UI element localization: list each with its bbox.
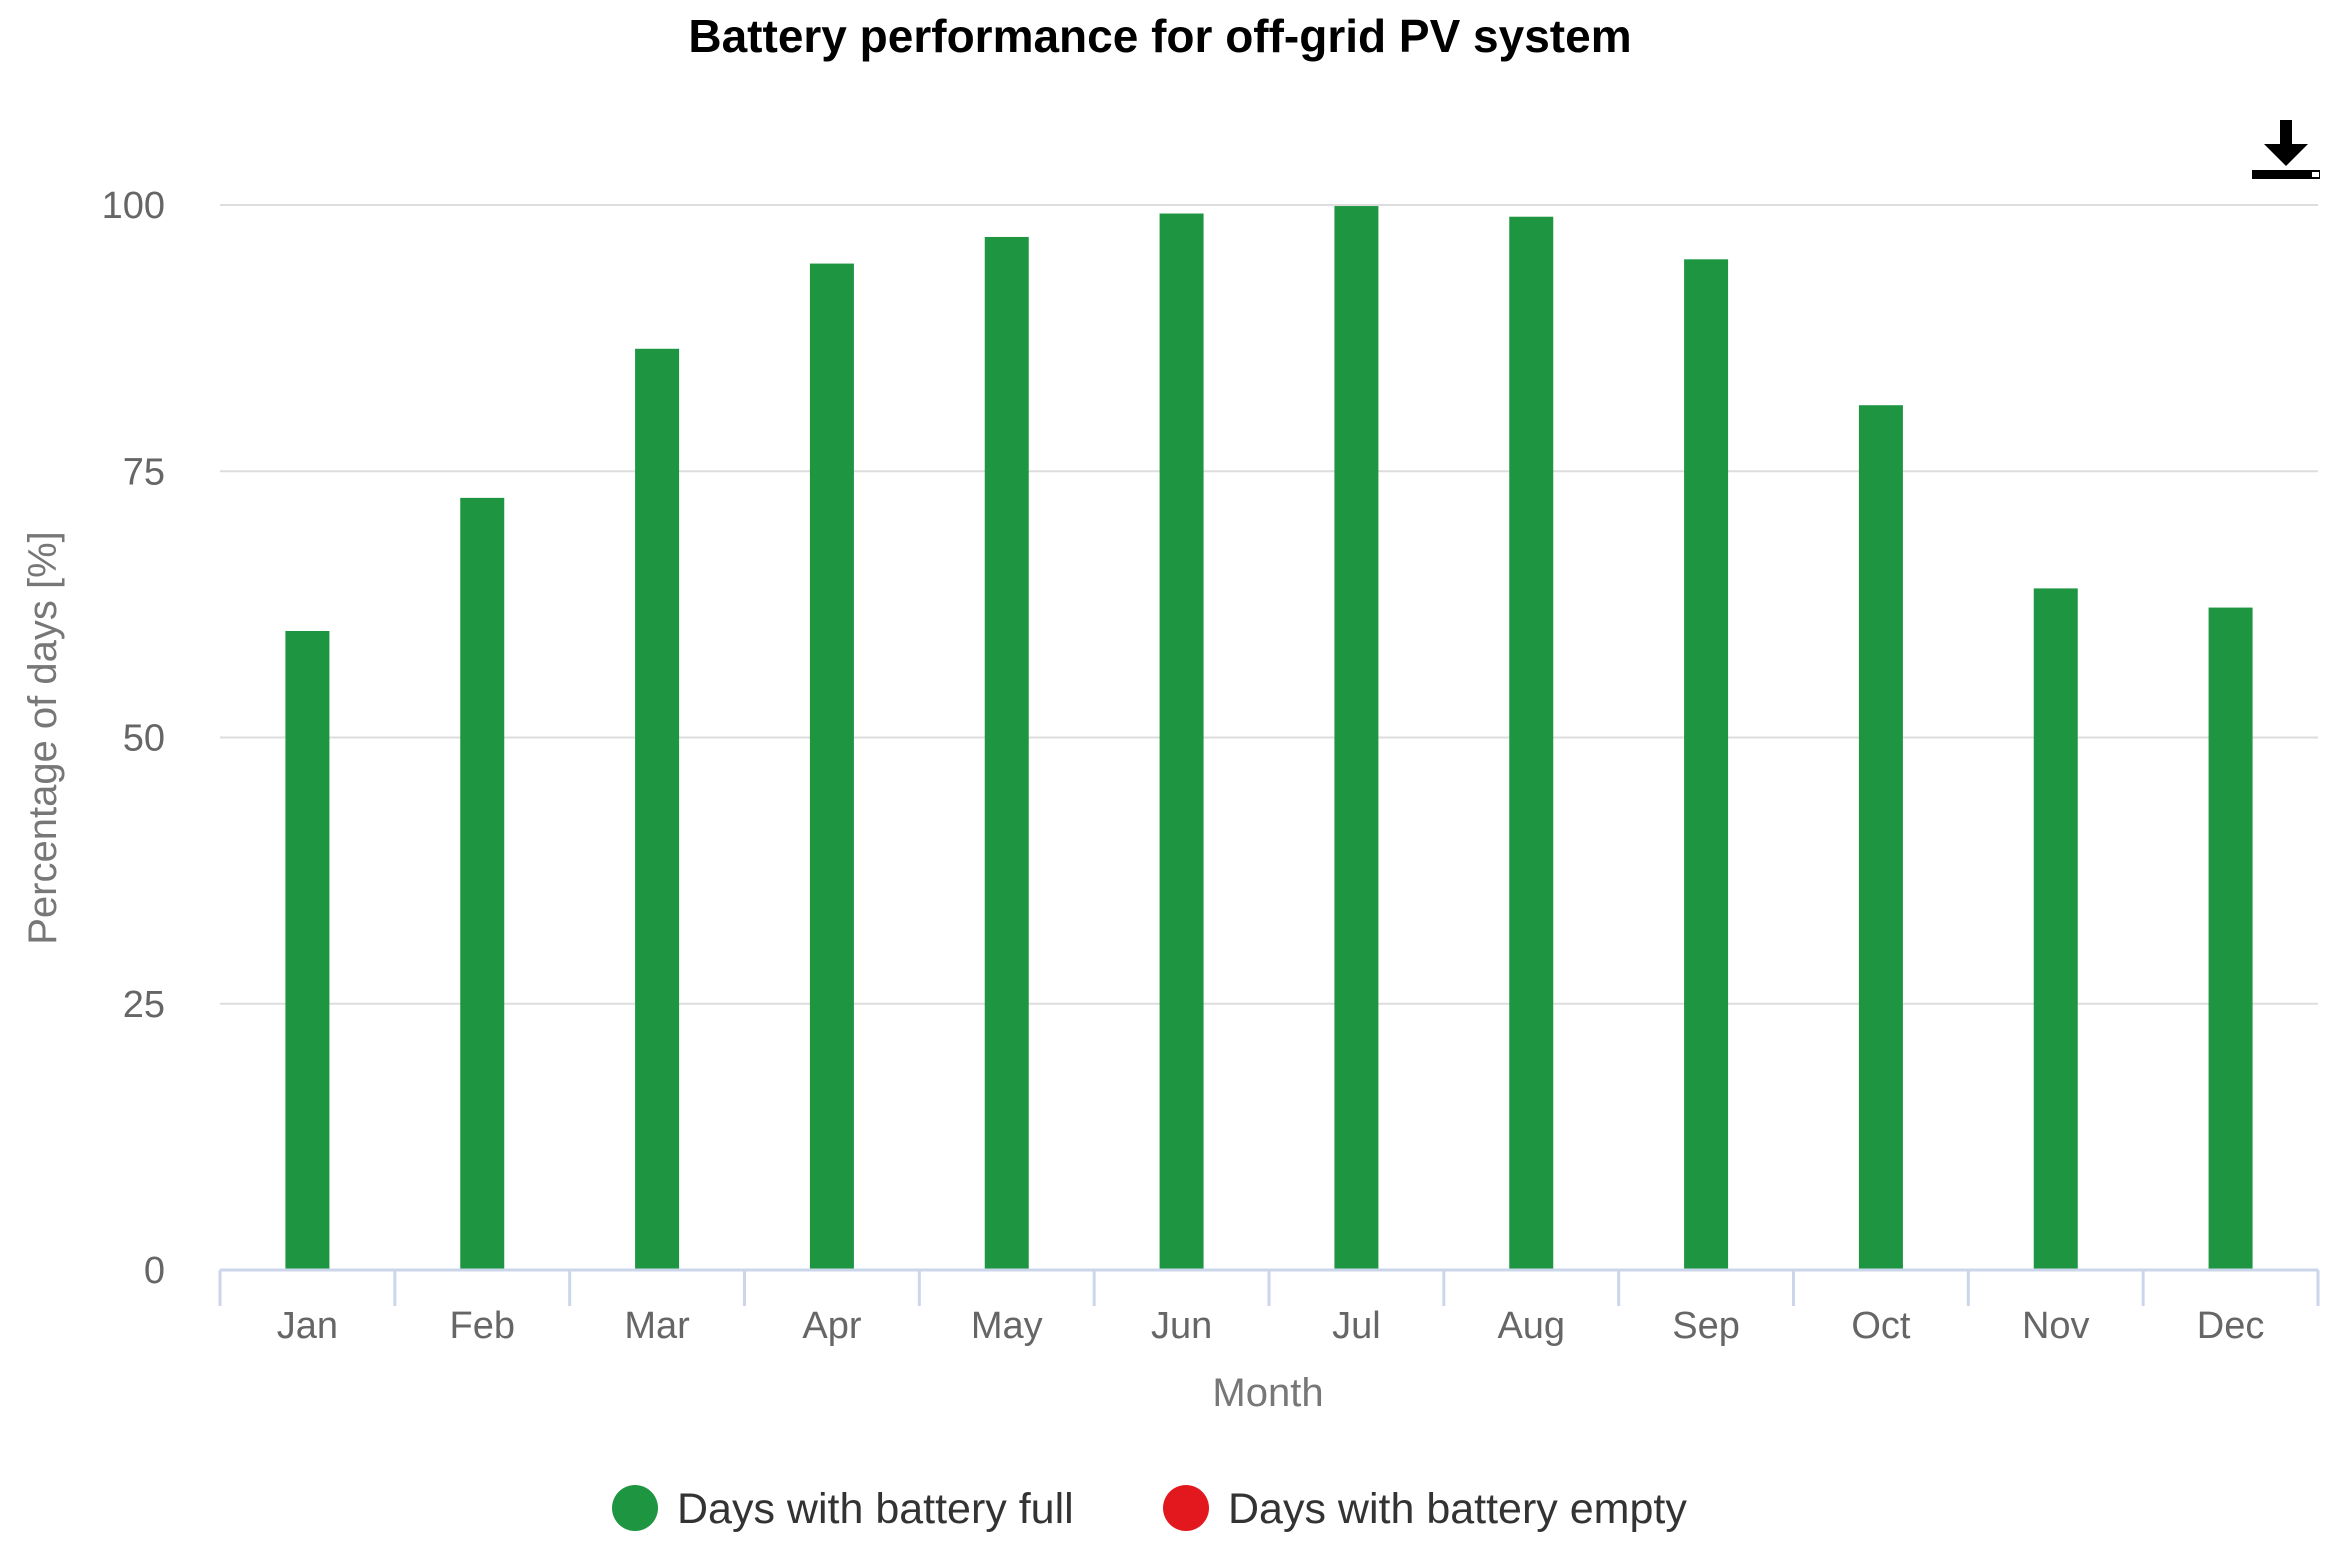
bar-jun[interactable]: [1159, 213, 1204, 1270]
x-axis-title: Month: [1212, 1371, 1323, 1415]
y-tick-label: 75: [123, 451, 165, 493]
y-tick-label: 100: [102, 185, 165, 227]
bar-dec[interactable]: [2208, 607, 2253, 1270]
bar-jan[interactable]: [285, 631, 330, 1270]
y-tick-label: 25: [123, 984, 165, 1026]
x-tick-label: May: [971, 1305, 1043, 1347]
x-axis-ticks: Jan Feb Mar Apr May Jun Jul Aug Sep Oct Nov Dec: [277, 1305, 2265, 1347]
x-tick-label: Jul: [1332, 1305, 1381, 1347]
y-tick-label: 50: [123, 718, 165, 760]
legend-marker: [612, 1485, 658, 1531]
bar-nov[interactable]: [2033, 588, 2078, 1270]
x-tick-label: Apr: [802, 1305, 861, 1347]
bar-apr[interactable]: [809, 263, 854, 1270]
legend-label: Days with battery full: [677, 1485, 1074, 1533]
legend-label: Days with battery empty: [1228, 1485, 1687, 1533]
x-tick-label: Oct: [1851, 1305, 1911, 1347]
x-tick-label: Feb: [450, 1305, 515, 1347]
bars: [285, 206, 2253, 1271]
x-tick-label: Nov: [2022, 1305, 2090, 1347]
x-tick-label: Jan: [277, 1305, 338, 1347]
bar-sep[interactable]: [1684, 259, 1729, 1270]
y-tick-label: 0: [144, 1250, 165, 1292]
x-tick-label: Aug: [1497, 1305, 1565, 1347]
bar-mar[interactable]: [635, 348, 680, 1270]
x-tick-label: Dec: [2197, 1305, 2265, 1347]
download-icon: [2252, 120, 2320, 179]
bar-aug[interactable]: [1509, 216, 1554, 1271]
x-tick-label: Jun: [1151, 1305, 1212, 1347]
y-axis-ticks: 0 25 50 75 100: [102, 185, 165, 1292]
bar-oct[interactable]: [1858, 405, 1903, 1271]
gridlines: [220, 204, 2318, 1005]
x-tick-label: Sep: [1672, 1305, 1740, 1347]
legend-marker: [1163, 1485, 1209, 1531]
bar-may[interactable]: [984, 236, 1029, 1271]
x-axis: [218, 1268, 2320, 1306]
legend-item[interactable]: Days with battery full: [612, 1485, 1074, 1533]
legend-item[interactable]: Days with battery empty: [1163, 1485, 1687, 1533]
bar-jul[interactable]: [1334, 206, 1379, 1271]
legend: Days with battery full Days with battery …: [612, 1485, 1687, 1533]
x-tick-label: Mar: [624, 1305, 690, 1347]
chart-title: Battery performance for off-grid PV syst…: [688, 10, 1631, 62]
y-axis-title: Percentage of days [%]: [21, 531, 65, 945]
download-button[interactable]: [2240, 110, 2330, 190]
bar-feb[interactable]: [460, 497, 505, 1270]
